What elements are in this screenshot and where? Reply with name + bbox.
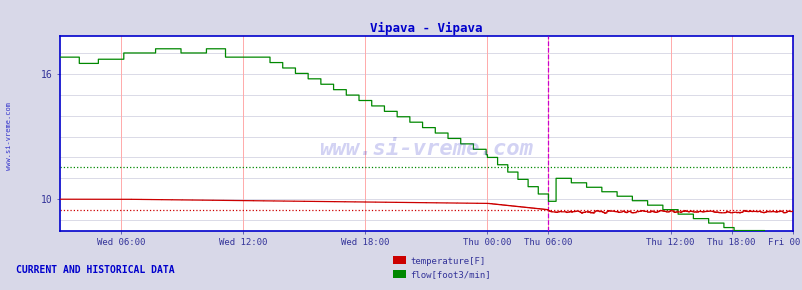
Title: Vipava - Vipava: Vipava - Vipava: [370, 22, 482, 35]
Text: www.si-vreme.com: www.si-vreme.com: [6, 102, 12, 170]
Text: www.si-vreme.com: www.si-vreme.com: [319, 139, 533, 159]
Text: CURRENT AND HISTORICAL DATA: CURRENT AND HISTORICAL DATA: [16, 264, 175, 275]
Text: flow[foot3/min]: flow[foot3/min]: [410, 270, 490, 280]
Text: temperature[F]: temperature[F]: [410, 256, 485, 266]
